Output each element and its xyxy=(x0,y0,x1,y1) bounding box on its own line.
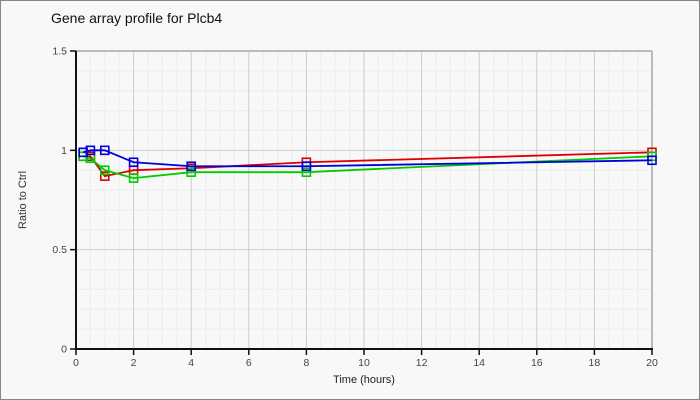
x-tick-label: 10 xyxy=(358,357,370,369)
marker-green xyxy=(100,165,110,175)
x-tick-label: 18 xyxy=(589,357,601,369)
marker-blue xyxy=(85,145,96,156)
y-ticks: 0 0.5 1 1.5 xyxy=(52,46,76,356)
series-green xyxy=(78,151,657,183)
x-axis-label: Time (hours) xyxy=(333,374,395,386)
marker-blue xyxy=(100,145,110,156)
x-tick-label: 6 xyxy=(246,357,252,369)
y-tick-label: 1 xyxy=(61,145,67,157)
y-tick-label: 0 xyxy=(61,344,67,356)
x-tick-label: 14 xyxy=(473,357,485,369)
marker-green xyxy=(186,167,196,177)
marker-green xyxy=(301,167,312,177)
marker-blue xyxy=(128,157,139,168)
x-tick-label: 0 xyxy=(73,357,79,369)
y-tick-label: 1.5 xyxy=(52,46,67,58)
y-tick-label: 0.5 xyxy=(52,244,67,256)
x-tick-label: 2 xyxy=(131,357,137,369)
grid-major-vertical xyxy=(133,51,595,349)
x-tick-label: 12 xyxy=(416,357,428,369)
x-tick-label: 4 xyxy=(188,357,194,369)
marker-blue xyxy=(647,155,657,166)
x-ticks: 0 2 4 6 8 10 12 14 16 18 20 xyxy=(73,350,658,369)
x-tick-label: 8 xyxy=(303,357,309,369)
grid-minor-vertical xyxy=(89,51,639,349)
marker-blue xyxy=(301,161,312,172)
x-tick-label: 16 xyxy=(531,357,543,369)
series-blue xyxy=(78,145,657,172)
series-line-green xyxy=(82,155,653,180)
axes xyxy=(75,51,653,350)
grid-major-horizontal xyxy=(76,149,652,251)
y-axis-label: Ratio to Ctrl xyxy=(17,170,29,230)
marker-blue xyxy=(186,161,196,172)
series-line-blue xyxy=(82,149,653,168)
chart-title: Gene array profile for Plcb4 xyxy=(51,10,223,26)
marker-green xyxy=(128,173,139,183)
marker-red xyxy=(100,171,110,181)
plot-border xyxy=(76,50,653,349)
x-tick-label: 20 xyxy=(646,357,658,369)
